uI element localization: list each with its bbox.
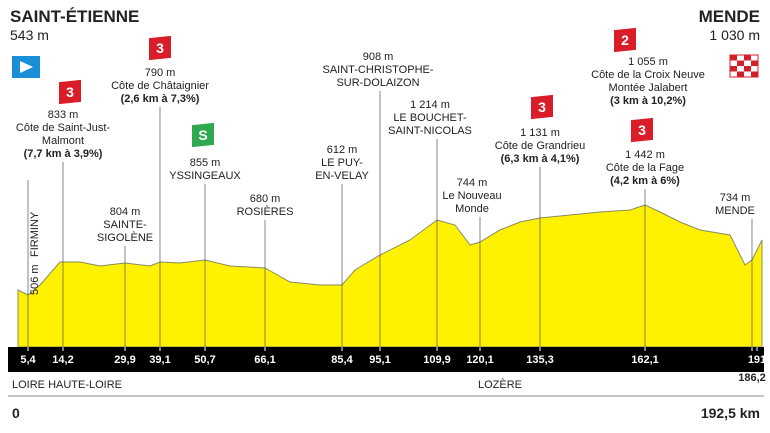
altitude: 833 m — [48, 109, 79, 121]
distance-end: 192,5 km — [701, 405, 760, 421]
profile — [17, 204, 763, 348]
start-name: SAINT-ÉTIENNE — [10, 7, 139, 26]
km-label: 14,2 — [52, 354, 73, 366]
place-name: Malmont — [42, 135, 84, 147]
climb-detail: (2,6 km à 7,3%) — [121, 93, 200, 105]
place-name: SAINT-NICOLAS — [388, 125, 472, 137]
place-name: Côte de Grandrieu — [495, 140, 586, 152]
place-name: Côte de la Croix Neuve — [591, 69, 705, 81]
climb-detail: (6,3 km à 4,1%) — [501, 153, 580, 165]
altitude: 790 m — [145, 67, 176, 79]
badge-text: 3 — [156, 40, 164, 56]
altitude: 1 055 m — [628, 56, 668, 68]
altitude: 744 m — [457, 177, 488, 189]
badge: 3 — [149, 35, 171, 61]
badge: S — [192, 122, 214, 148]
climb-detail: (4,2 km à 6%) — [610, 175, 680, 187]
place-name: YSSINGEAUX — [169, 170, 241, 182]
badge-text: 3 — [538, 99, 546, 115]
finish-flag — [729, 54, 759, 78]
km-label: 95,1 — [369, 354, 390, 366]
finish-altitude: 1 030 m — [709, 27, 760, 43]
badge-shape — [59, 79, 81, 105]
start-flag — [12, 56, 40, 78]
place-name: Montée Jalabert — [609, 82, 688, 94]
km-label: 85,4 — [331, 354, 353, 366]
badge-shape — [614, 27, 636, 53]
km-band — [8, 347, 764, 372]
altitude: 506 m — [29, 264, 41, 295]
place-name: LE BOUCHET- — [393, 112, 467, 124]
badge-text: S — [198, 127, 207, 143]
km-label: 66,1 — [254, 354, 275, 366]
place-name: EN-VELAY — [315, 170, 369, 182]
altitude: 804 m — [110, 206, 141, 218]
badge-text: 3 — [638, 122, 646, 138]
km-label: 120,1 — [466, 354, 494, 366]
km-label: 162,1 — [631, 354, 659, 366]
altitude: 855 m — [190, 157, 221, 169]
altitude: 908 m — [363, 51, 394, 63]
altitude: 612 m — [327, 144, 358, 156]
badge-text: 2 — [621, 32, 629, 48]
altitude: 1 214 m — [410, 99, 450, 111]
km-label: 109,9 — [423, 354, 451, 366]
km-label: 50,7 — [194, 354, 215, 366]
badge-shape — [531, 94, 553, 120]
place-name: Monde — [455, 203, 489, 215]
badge-shape — [192, 122, 214, 148]
altitude: 1 131 m — [520, 127, 560, 139]
region: LOIRE HAUTE-LOIRE — [12, 379, 122, 391]
badge: 3 — [631, 117, 653, 143]
place-name: ROSIÈRES — [237, 205, 294, 218]
finish-name: MENDE — [699, 7, 760, 26]
place-name: Côte de Châtaignier — [111, 80, 209, 92]
start-altitude: 543 m — [10, 27, 49, 43]
km-label: 39,1 — [149, 354, 170, 366]
altitude: 680 m — [250, 193, 281, 205]
region: LOZÈRE — [478, 378, 522, 391]
place-name: SIGOLÈNE — [97, 231, 153, 244]
place-name: Le Nouveau — [442, 190, 501, 202]
altitude: 734 m — [720, 192, 751, 204]
km-label: 186,2 — [738, 372, 766, 384]
place-name: LE PUY- — [321, 157, 363, 169]
badge: 3 — [59, 79, 81, 105]
km-label: 5,4 — [20, 354, 36, 366]
place-name: SAINT-CHRISTOPHE- — [322, 64, 433, 76]
climb-detail: (7,7 km à 3,9%) — [24, 148, 103, 160]
climb-detail: (3 km à 10,2%) — [610, 95, 686, 107]
place-name: SAINTE- — [103, 219, 147, 231]
badge-text: 3 — [66, 84, 74, 100]
badge: 2 — [614, 27, 636, 53]
place-name: FIRMINY — [29, 211, 41, 257]
distance-start: 0 — [12, 405, 20, 421]
badge: 3 — [531, 94, 553, 120]
km-label: 135,3 — [526, 354, 554, 366]
place-name: MENDE — [715, 205, 755, 217]
km-label: 191 — [748, 354, 766, 366]
place-name: SUR-DOLAIZON — [336, 77, 419, 89]
badge-shape — [631, 117, 653, 143]
altitude: 1 442 m — [625, 149, 665, 161]
place-name: Côte de la Fage — [606, 162, 684, 174]
place-name: Côte de Saint-Just- — [16, 122, 110, 134]
waypoint: 506 m FIRMINY — [29, 211, 41, 295]
km-label: 29,9 — [114, 354, 135, 366]
badge-shape — [149, 35, 171, 61]
